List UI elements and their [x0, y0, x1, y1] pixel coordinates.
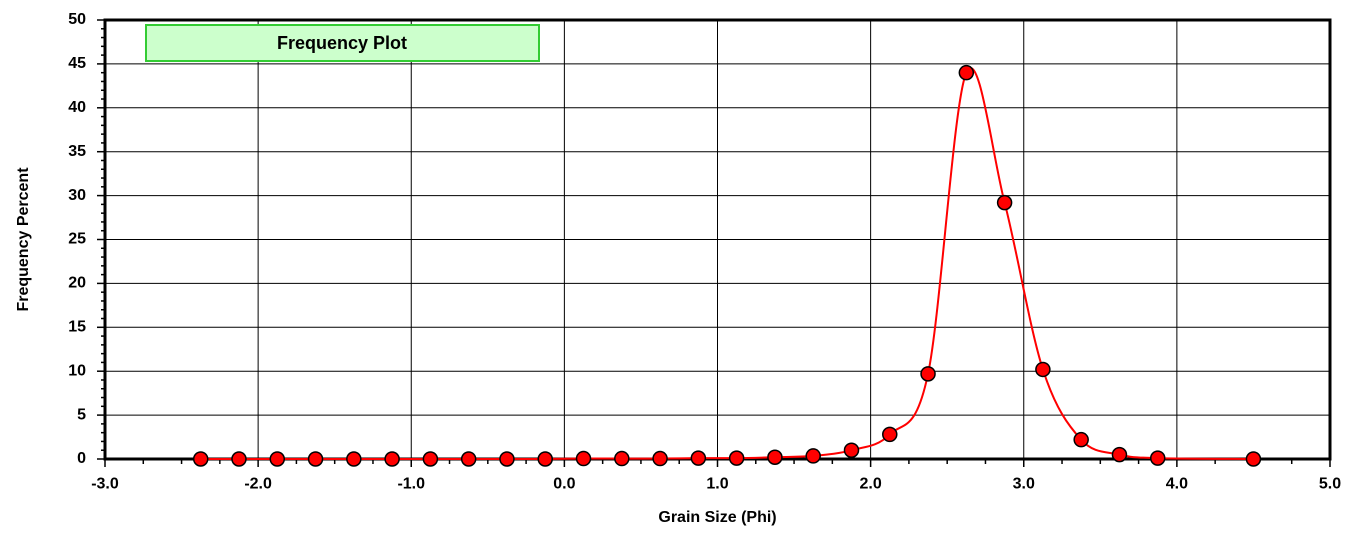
data-point — [805, 448, 821, 464]
x-tick-label: 0.0 — [553, 475, 575, 492]
tick-marks — [97, 19, 1331, 467]
data-point — [231, 451, 247, 467]
data-point — [767, 449, 783, 465]
y-tick-label: 10 — [68, 362, 86, 379]
data-point — [384, 451, 400, 467]
frequency-curve — [200, 67, 1254, 460]
data-point — [882, 426, 898, 443]
data-point — [652, 450, 668, 467]
grid-lines — [105, 20, 1330, 459]
y-tick-label: 50 — [68, 11, 86, 28]
y-tick-label: 40 — [68, 99, 86, 116]
data-point — [537, 451, 553, 467]
x-axis-label: Grain Size (Phi) — [658, 509, 776, 526]
data-point — [1149, 450, 1166, 466]
data-point — [192, 451, 209, 467]
data-point — [499, 451, 515, 467]
data-point — [346, 451, 362, 467]
data-point — [843, 442, 860, 458]
y-tick-label: 25 — [68, 231, 86, 248]
data-point — [460, 451, 477, 467]
data-point — [920, 366, 936, 382]
y-tick-label: 5 — [77, 406, 86, 423]
x-axis-tick-labels: -3.0 -2.0 -1.0 0.0 1.0 2.0 3.0 4.0 5.0 — [91, 475, 1341, 492]
y-tick-label: 35 — [68, 143, 86, 160]
data-point — [690, 450, 707, 466]
data-point — [307, 451, 324, 467]
data-point — [269, 451, 286, 467]
x-tick-label: -2.0 — [244, 475, 272, 492]
data-point — [728, 450, 745, 466]
data-markers — [192, 64, 1262, 467]
chart-title: Frequency Plot — [277, 33, 407, 53]
y-tick-label: 15 — [68, 319, 86, 336]
data-point — [614, 450, 630, 467]
y-tick-label: 30 — [68, 187, 86, 204]
x-tick-label: 4.0 — [1166, 475, 1188, 492]
data-point — [958, 64, 975, 81]
y-tick-label: 20 — [68, 275, 86, 292]
x-tick-label: -3.0 — [91, 475, 119, 492]
data-point — [422, 451, 439, 467]
y-tick-label: 0 — [77, 450, 86, 467]
x-tick-label: 5.0 — [1319, 475, 1341, 492]
chart-title-box: Frequency Plot — [145, 24, 540, 62]
data-point — [1073, 431, 1089, 448]
x-tick-label: 1.0 — [706, 475, 728, 492]
data-point — [996, 194, 1013, 211]
data-point — [1245, 451, 1262, 467]
x-tick-label: -1.0 — [397, 475, 425, 492]
y-axis-label: Frequency Percent — [15, 167, 32, 312]
y-axis-tick-labels: 0 5 10 15 20 25 30 35 40 45 50 — [68, 11, 86, 467]
data-point — [575, 450, 592, 467]
y-tick-label: 45 — [68, 55, 86, 72]
x-tick-label: 2.0 — [860, 475, 882, 492]
x-tick-label: 3.0 — [1013, 475, 1035, 492]
data-point — [1111, 446, 1128, 463]
chart-title-background — [145, 24, 540, 62]
data-point — [1035, 361, 1051, 378]
